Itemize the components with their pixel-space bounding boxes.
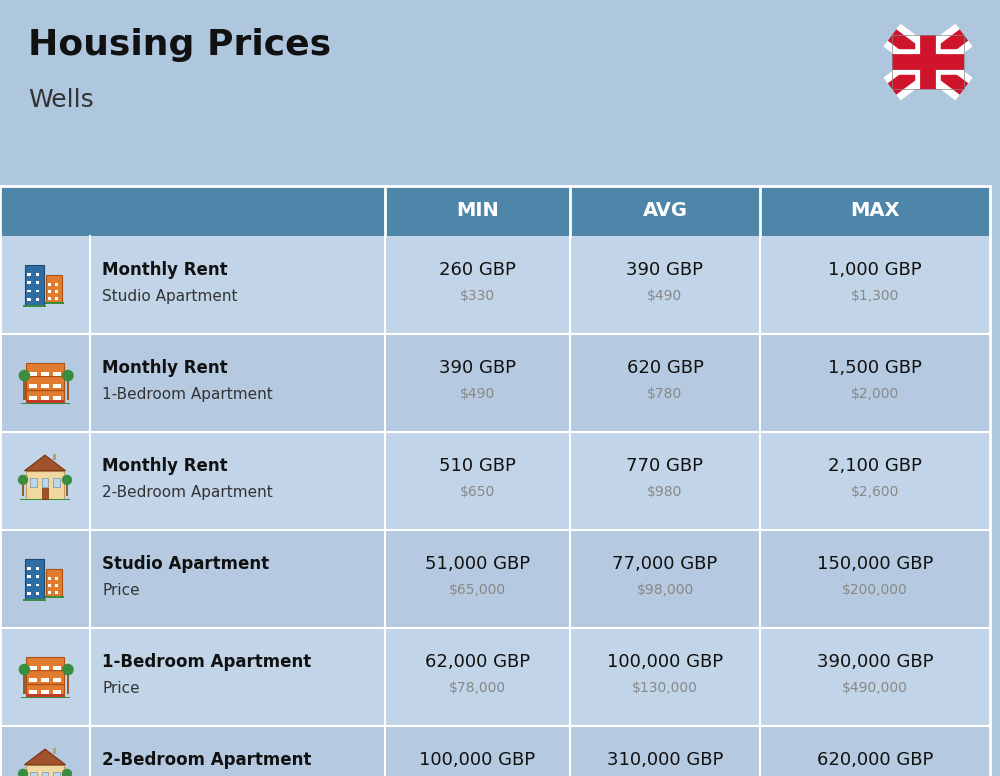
Circle shape xyxy=(19,370,30,381)
FancyBboxPatch shape xyxy=(53,372,61,376)
FancyBboxPatch shape xyxy=(55,591,58,594)
Text: $330: $330 xyxy=(460,289,495,303)
FancyBboxPatch shape xyxy=(22,483,24,497)
FancyBboxPatch shape xyxy=(53,678,61,682)
FancyBboxPatch shape xyxy=(55,577,58,580)
FancyBboxPatch shape xyxy=(27,567,31,570)
FancyBboxPatch shape xyxy=(48,282,51,286)
Text: MAX: MAX xyxy=(850,200,900,220)
FancyBboxPatch shape xyxy=(53,454,56,460)
FancyBboxPatch shape xyxy=(26,657,64,697)
FancyBboxPatch shape xyxy=(48,297,51,300)
FancyBboxPatch shape xyxy=(26,471,64,499)
Text: 62,000 GBP: 62,000 GBP xyxy=(425,653,530,671)
FancyBboxPatch shape xyxy=(26,694,64,697)
FancyBboxPatch shape xyxy=(27,576,31,578)
FancyBboxPatch shape xyxy=(26,400,64,403)
FancyBboxPatch shape xyxy=(41,372,49,376)
FancyBboxPatch shape xyxy=(36,282,39,284)
Text: Studio Apartment: Studio Apartment xyxy=(102,289,238,304)
Text: 2,100 GBP: 2,100 GBP xyxy=(828,457,922,475)
Circle shape xyxy=(63,476,71,484)
FancyBboxPatch shape xyxy=(760,186,990,236)
Text: $490: $490 xyxy=(460,387,495,401)
FancyBboxPatch shape xyxy=(570,186,760,236)
FancyBboxPatch shape xyxy=(0,628,990,726)
FancyBboxPatch shape xyxy=(23,598,46,601)
Text: MIN: MIN xyxy=(456,200,499,220)
FancyBboxPatch shape xyxy=(0,726,990,776)
Circle shape xyxy=(19,476,27,484)
Circle shape xyxy=(19,664,30,674)
FancyBboxPatch shape xyxy=(55,282,58,286)
FancyBboxPatch shape xyxy=(48,584,51,587)
FancyBboxPatch shape xyxy=(36,289,39,293)
Text: $65,000: $65,000 xyxy=(449,583,506,597)
FancyBboxPatch shape xyxy=(67,673,69,695)
Text: 2-Bedroom Apartment: 2-Bedroom Apartment xyxy=(102,485,273,500)
FancyBboxPatch shape xyxy=(53,772,60,776)
FancyBboxPatch shape xyxy=(46,275,62,302)
FancyBboxPatch shape xyxy=(29,667,37,670)
Text: 390 GBP: 390 GBP xyxy=(626,261,704,279)
Text: $1,300: $1,300 xyxy=(851,289,899,303)
FancyBboxPatch shape xyxy=(892,35,964,89)
Text: 260 GBP: 260 GBP xyxy=(439,261,516,279)
Text: 2-Bedroom Apartment: 2-Bedroom Apartment xyxy=(102,751,311,769)
FancyBboxPatch shape xyxy=(66,483,68,497)
FancyBboxPatch shape xyxy=(36,273,39,276)
FancyBboxPatch shape xyxy=(41,690,49,694)
FancyBboxPatch shape xyxy=(0,186,385,236)
Text: $200,000: $200,000 xyxy=(842,583,908,597)
FancyBboxPatch shape xyxy=(53,384,61,388)
FancyBboxPatch shape xyxy=(53,667,61,670)
FancyBboxPatch shape xyxy=(23,304,46,307)
FancyBboxPatch shape xyxy=(48,591,51,594)
FancyBboxPatch shape xyxy=(42,772,48,776)
FancyBboxPatch shape xyxy=(27,273,31,276)
Polygon shape xyxy=(25,749,65,765)
FancyBboxPatch shape xyxy=(42,478,48,487)
FancyBboxPatch shape xyxy=(55,297,58,300)
FancyBboxPatch shape xyxy=(20,499,70,501)
FancyBboxPatch shape xyxy=(44,596,64,598)
Text: 1,000 GBP: 1,000 GBP xyxy=(828,261,922,279)
FancyBboxPatch shape xyxy=(0,432,990,530)
Text: $980: $980 xyxy=(647,485,683,499)
FancyBboxPatch shape xyxy=(53,478,60,487)
Text: 100,000 GBP: 100,000 GBP xyxy=(419,751,536,769)
Text: $98,000: $98,000 xyxy=(636,583,694,597)
FancyBboxPatch shape xyxy=(26,765,64,776)
Polygon shape xyxy=(25,455,65,471)
FancyBboxPatch shape xyxy=(29,384,37,388)
Text: Housing Prices: Housing Prices xyxy=(28,28,331,62)
Text: $650: $650 xyxy=(460,485,495,499)
Text: 51,000 GBP: 51,000 GBP xyxy=(425,555,530,573)
Text: 620 GBP: 620 GBP xyxy=(627,359,703,377)
FancyBboxPatch shape xyxy=(41,384,49,388)
FancyBboxPatch shape xyxy=(23,673,26,695)
FancyBboxPatch shape xyxy=(0,334,990,432)
Circle shape xyxy=(63,770,71,776)
FancyBboxPatch shape xyxy=(27,289,31,293)
FancyBboxPatch shape xyxy=(29,690,37,694)
FancyBboxPatch shape xyxy=(48,290,51,293)
Text: Monthly Rent: Monthly Rent xyxy=(102,457,228,475)
Text: 390,000 GBP: 390,000 GBP xyxy=(817,653,933,671)
Text: 770 GBP: 770 GBP xyxy=(626,457,704,475)
Text: Monthly Rent: Monthly Rent xyxy=(102,261,228,279)
FancyBboxPatch shape xyxy=(20,697,70,698)
Text: Price: Price xyxy=(102,681,140,696)
FancyBboxPatch shape xyxy=(67,379,69,400)
Text: $490: $490 xyxy=(647,289,683,303)
Text: Studio Apartment: Studio Apartment xyxy=(102,555,269,573)
FancyBboxPatch shape xyxy=(30,478,37,487)
FancyBboxPatch shape xyxy=(46,570,62,596)
Text: $2,000: $2,000 xyxy=(851,387,899,401)
FancyBboxPatch shape xyxy=(27,592,31,594)
FancyBboxPatch shape xyxy=(27,584,31,587)
FancyBboxPatch shape xyxy=(53,690,61,694)
Text: 77,000 GBP: 77,000 GBP xyxy=(612,555,718,573)
FancyBboxPatch shape xyxy=(53,396,61,400)
